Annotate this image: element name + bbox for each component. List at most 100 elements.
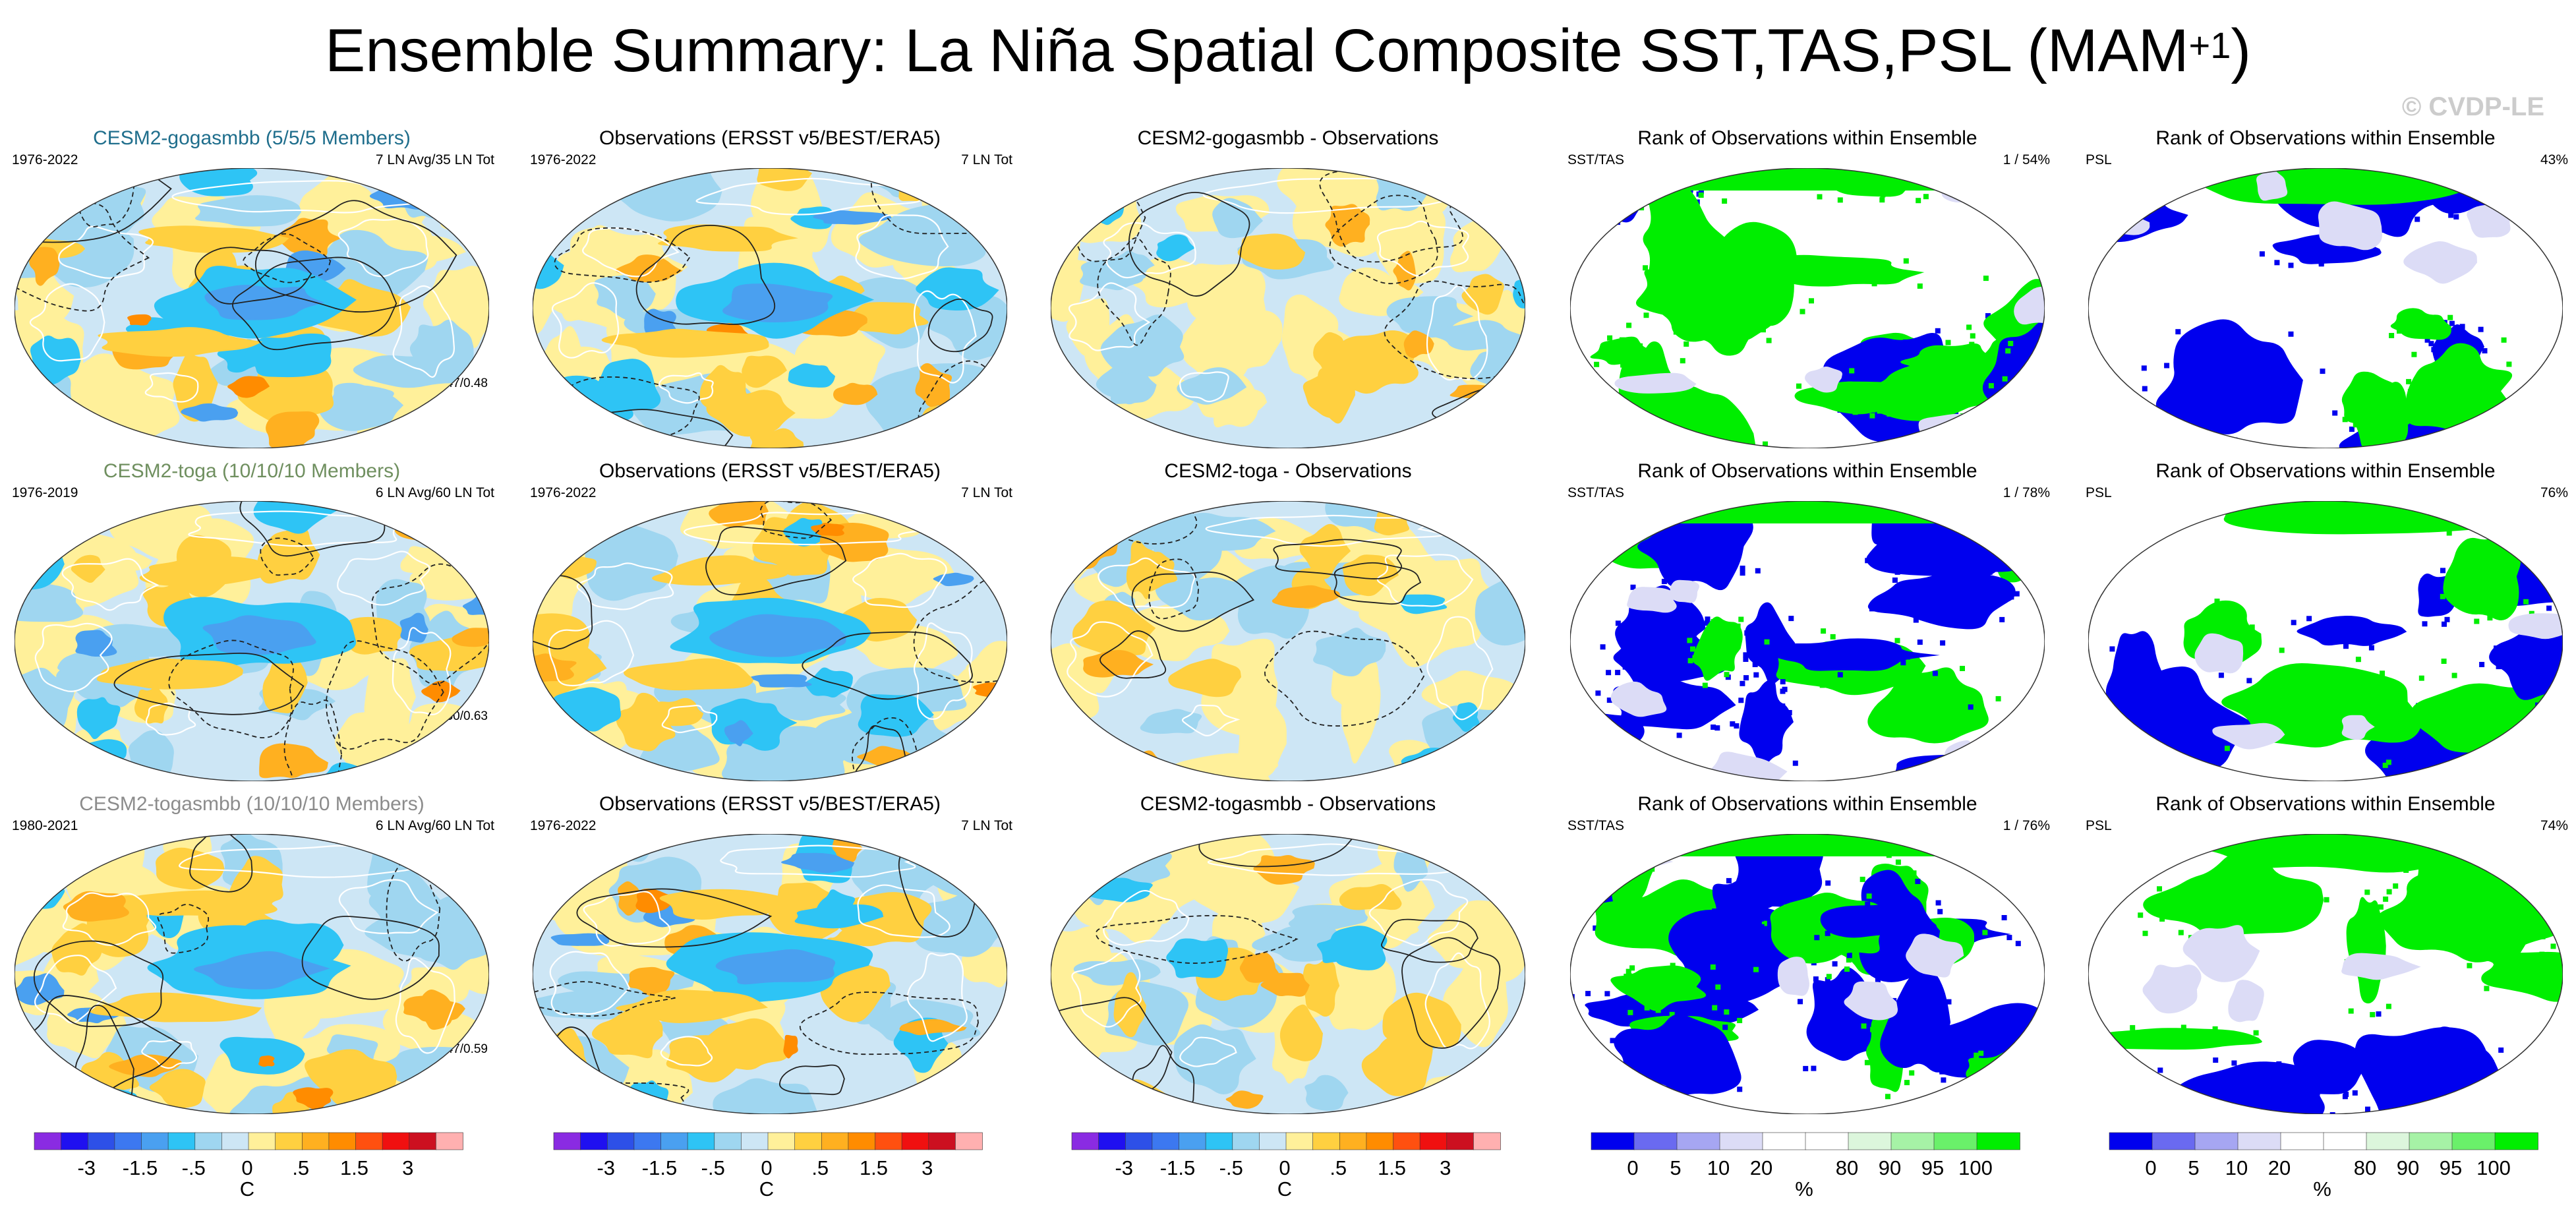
rank-cell [1955, 1057, 1961, 1063]
rank-cell [1810, 935, 1816, 941]
rank-cell [1972, 765, 1977, 771]
anomaly-region [749, 674, 812, 688]
anomaly-region [365, 910, 479, 959]
colorbar-unit: C [239, 1177, 255, 1200]
rank-cell [2192, 371, 2198, 377]
rank-cell [1624, 361, 1630, 367]
rank-cell [2332, 410, 2338, 416]
rank-cell [2016, 1082, 2022, 1088]
rank-cell [2095, 221, 2101, 226]
rank-cell [1698, 193, 1704, 198]
rank-cell [2001, 915, 2007, 920]
rank-cell [1879, 197, 1885, 203]
anomaly-region [1369, 437, 1407, 448]
panel-title: Rank of Observations within Ensemble [2155, 127, 2496, 149]
rank-cell [1737, 1018, 1743, 1023]
rank-cell [1788, 616, 1794, 622]
rank-cell [1751, 330, 1757, 336]
panel-left-label: PSL [2086, 485, 2112, 500]
rank-cell [2334, 1066, 2340, 1072]
rank-cell [2479, 662, 2485, 667]
anomaly-region [1053, 168, 1142, 243]
anomaly-region [1339, 884, 1402, 910]
rank-cell [2539, 951, 2545, 957]
colorbar-swatch [1232, 1132, 1260, 1150]
coastline [1181, 704, 1241, 736]
rank-cell [2457, 906, 2463, 911]
rank-cell [2030, 400, 2035, 406]
coastline [144, 372, 199, 403]
anomaly-region [220, 1036, 305, 1075]
anomaly-region [991, 428, 1007, 448]
psl-contour-positive [1333, 562, 1422, 605]
anomaly-region [266, 411, 320, 448]
colorbar-swatch [2109, 1132, 2153, 1150]
rank-cell [1687, 658, 1693, 664]
rank-low-region [1739, 678, 1794, 765]
psl-contour-positive [1128, 192, 1250, 297]
rank-cell [1995, 696, 2001, 701]
rank-cell [2002, 387, 2008, 393]
rank-cell [2543, 1096, 2549, 1102]
rank-cell [2104, 1045, 2110, 1051]
colorbar-swatch [2366, 1132, 2410, 1150]
colorbar-tick-label: 10 [1707, 1156, 1730, 1179]
rank-cell [1637, 349, 1643, 355]
colorbar-swatch [553, 1132, 581, 1150]
psl-contour-negative [1264, 630, 1425, 727]
anomaly-region [1156, 234, 1196, 262]
rank-cell [2164, 707, 2170, 713]
rank-cell [2329, 1053, 2335, 1059]
rank-cell [1974, 1052, 1979, 1058]
rank-cell [1635, 852, 1641, 858]
rank-colorbar [2109, 1132, 2538, 1150]
colorbar-tick-label: 0 [1627, 1156, 1639, 1179]
rank-cell [1941, 776, 1947, 781]
psl-contour-positive [232, 256, 397, 351]
rank-cell [2523, 599, 2529, 605]
rank-cell [1780, 688, 1786, 694]
rank-cell [2419, 318, 2425, 324]
rank-cell [1933, 699, 1939, 705]
anomaly-region [277, 218, 342, 258]
panel-right-label: 7 LN Tot [961, 152, 1012, 167]
rank-cell [1624, 417, 1630, 423]
rank-mid-region [1918, 413, 1997, 441]
colorbar-swatch [141, 1132, 169, 1150]
rank-cell [2449, 320, 2455, 326]
coastline [582, 227, 680, 278]
colorbar-tick-label: -3 [77, 1156, 96, 1179]
anomaly-region [1374, 510, 1410, 536]
rank-cell [2311, 1094, 2317, 1100]
anomaly-region [29, 247, 60, 286]
rank-cell [1749, 711, 1755, 717]
rank-cell [2142, 386, 2148, 392]
rank-mid-region [1777, 957, 1809, 996]
coastline [720, 845, 929, 878]
rank-cell [1738, 697, 1744, 703]
rank-cell [1766, 338, 1772, 343]
colorbar-swatch [955, 1132, 983, 1150]
rank-cell [2349, 427, 2355, 432]
rank-cell [1987, 740, 1993, 746]
rank-cell [2259, 251, 2265, 257]
rank-cell [1979, 504, 1985, 510]
anomaly-region [1325, 204, 1370, 247]
rank-cell [1606, 904, 1612, 910]
rank-cell [2546, 903, 2552, 908]
rank-low-region [1867, 571, 2016, 630]
rank-cell [2008, 1094, 2014, 1100]
colorbar-tick-label: 0 [2145, 1156, 2157, 1179]
anomaly-region [1225, 1090, 1264, 1109]
rank-map [2088, 168, 2563, 448]
coastline [549, 951, 631, 1016]
cold-tongue-core [722, 283, 833, 322]
rank-cell [2329, 1112, 2335, 1114]
anomaly-region [535, 168, 592, 225]
rank-cell [2406, 378, 2412, 384]
rank-cell [2383, 896, 2389, 902]
composite-map [15, 501, 489, 781]
rank-cell [1894, 943, 1900, 949]
colorbar-tick-label: 5 [1670, 1156, 1682, 1179]
rank-cell [2425, 711, 2431, 717]
